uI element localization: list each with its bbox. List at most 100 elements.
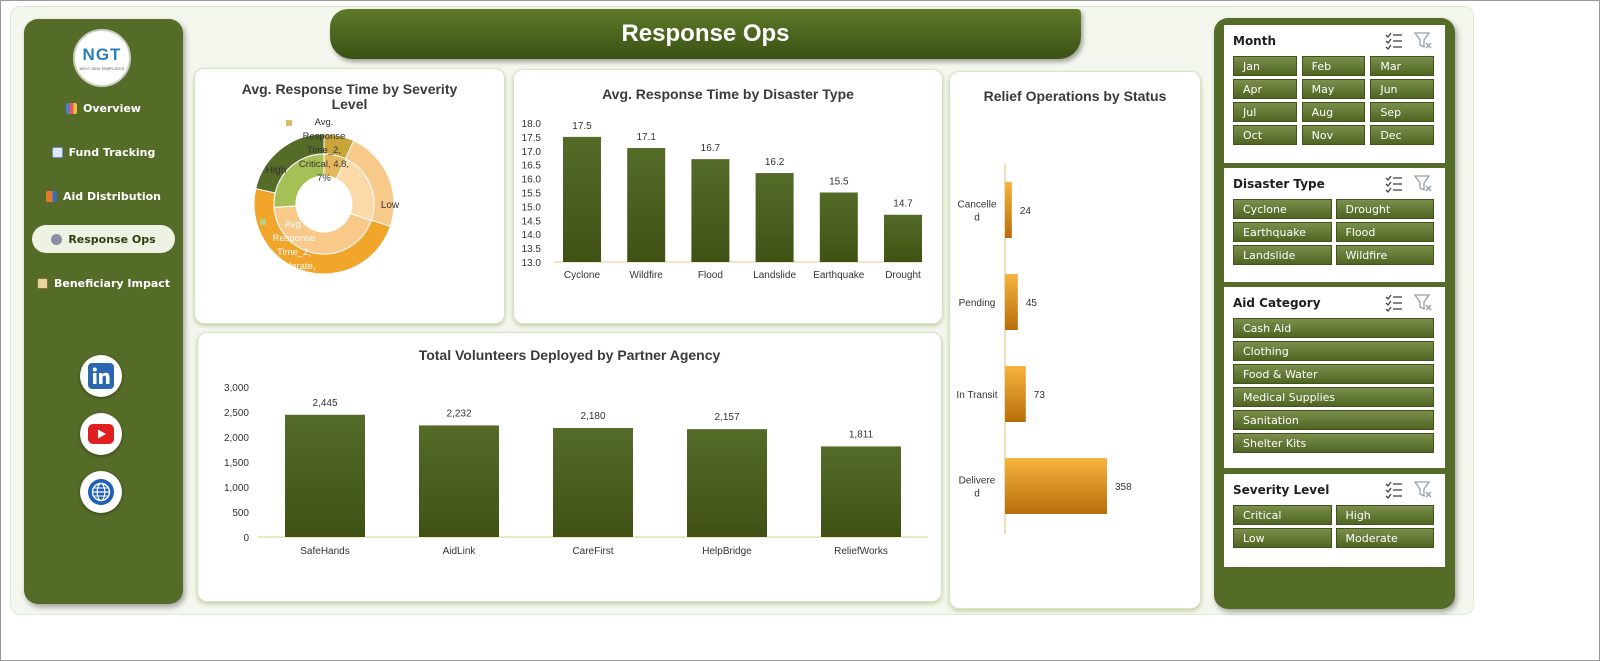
sidebar-item-label: Fund Tracking [68, 145, 156, 159]
sidebar-item-label: Beneficiary Impact [53, 276, 171, 290]
bar-value-label: 2,180 [580, 411, 605, 422]
severity-label-high: High [266, 165, 287, 176]
y-tick-label: d [974, 489, 980, 500]
y-tick-label: Pending [959, 298, 996, 309]
sidebar-item-response-ops[interactable]: Response Ops [32, 225, 175, 253]
slicer-item-low[interactable]: Low [1233, 528, 1332, 548]
truck-icon [45, 190, 57, 202]
clear-filter-icon[interactable] [1413, 30, 1433, 50]
y-tick-label: 0 [243, 533, 249, 544]
severity-label-top-5: 7% [317, 173, 331, 184]
multi-select-icon[interactable] [1384, 173, 1404, 193]
severity-chart-title: Avg. Response Time by Severity Level [241, 81, 458, 112]
youtube-button[interactable] [80, 413, 122, 455]
slicer-item-sanitation[interactable]: Sanitation [1233, 410, 1434, 430]
linkedin-button[interactable] [80, 355, 122, 397]
slicer-item-landslide[interactable]: Landslide [1233, 245, 1332, 265]
bar-value-label: 73 [1034, 390, 1046, 401]
slicer-item-feb[interactable]: Feb [1301, 56, 1366, 76]
y-tick-label: Delivere [959, 476, 996, 487]
clear-filter-icon[interactable] [1413, 173, 1433, 193]
bar-value-label: 14.7 [893, 199, 913, 210]
bar-landslide [755, 173, 794, 262]
gear-icon [51, 233, 63, 245]
website-button[interactable] [80, 471, 122, 513]
slicer-item-mar[interactable]: Mar [1370, 56, 1434, 76]
x-tick-label: CareFirst [572, 546, 613, 557]
y-tick-label: 1,000 [224, 483, 249, 494]
y-tick-label: 17.5 [522, 133, 542, 144]
slicer-item-dec[interactable]: Dec [1370, 125, 1434, 145]
clear-filter-icon[interactable] [1413, 292, 1433, 312]
bar-value-label: 16.2 [765, 157, 785, 168]
bar-drought [884, 214, 922, 262]
sidebar-item-fund-tracking[interactable]: Fund Tracking [32, 138, 175, 166]
disaster-chart-card: Avg. Response Time by Disaster Type 18.0… [513, 69, 943, 324]
severity-label-bottom-1: Avg. [285, 219, 304, 230]
bar-pending [1005, 274, 1018, 330]
slicer-item-clothing[interactable]: Clothing [1233, 341, 1434, 361]
slicer-disaster-type: Disaster Type Cyclone Drought Earthquake Flo… [1224, 168, 1445, 282]
y-tick-label: 2,500 [224, 408, 249, 419]
slicer-item-oct[interactable]: Oct [1233, 125, 1297, 145]
bar-helpbridge [687, 429, 767, 537]
y-tick-label: Cancelle [958, 200, 997, 211]
sidebar-item-overview[interactable]: Overview [32, 94, 175, 122]
bar-value-label: 24 [1020, 206, 1032, 217]
slicer-item-drought[interactable]: Drought [1335, 199, 1434, 219]
slicer-item-flood[interactable]: Flood [1335, 222, 1434, 242]
slicer-item-cyclone[interactable]: Cyclone [1233, 199, 1332, 219]
clear-filter-icon[interactable] [1413, 479, 1433, 499]
slicer-item-nov[interactable]: Nov [1301, 125, 1366, 145]
slicer-item-jan[interactable]: Jan [1233, 56, 1297, 76]
y-tick-label: 14.5 [522, 216, 542, 227]
bar-chart-icon [66, 102, 77, 114]
slicer-item-wildfire[interactable]: Wildfire [1335, 245, 1434, 265]
severity-label-bottom-3: Time_2, [277, 247, 311, 258]
bar-aidlink [419, 425, 499, 537]
multi-select-icon[interactable] [1384, 479, 1404, 499]
slicer-item-jun[interactable]: Jun [1370, 79, 1434, 99]
slicer-item-jul[interactable]: Jul [1233, 102, 1297, 122]
slicer-item-cash-aid[interactable]: Cash Aid [1233, 318, 1434, 338]
slicer-item-high[interactable]: High [1335, 505, 1434, 525]
slicer-aid-category: Aid Category Cash Aid Clothing Food & Water… [1224, 287, 1445, 468]
y-tick-label: 1,500 [224, 458, 249, 469]
slicer-item-shelter-kits[interactable]: Shelter Kits [1233, 433, 1434, 453]
slicer-item-critical[interactable]: Critical [1233, 505, 1332, 525]
slicer-item-moderate[interactable]: Moderate [1335, 528, 1434, 548]
bar-earthquake [819, 192, 858, 262]
slicer-title: Disaster Type [1233, 177, 1325, 191]
multi-select-icon[interactable] [1384, 30, 1404, 50]
sidebar-item-aid-distribution[interactable]: Aid Distribution [32, 182, 175, 210]
legend-marker [260, 219, 266, 225]
slicer-item-aug[interactable]: Aug [1301, 102, 1366, 122]
volunteers-chart-card: Total Volunteers Deployed by Partner Age… [197, 332, 942, 602]
slicer-item-earthquake[interactable]: Earthquake [1233, 222, 1332, 242]
bar-value-label: 17.1 [636, 132, 656, 143]
y-tick-label: 16.5 [522, 161, 542, 172]
bar-cancelled [1005, 182, 1012, 238]
logo-subtext: NEXT GEN TEMPLATES [79, 66, 125, 71]
slicer-item-medical-supplies[interactable]: Medical Supplies [1233, 387, 1434, 407]
slicer-item-food-water[interactable]: Food & Water [1233, 364, 1434, 384]
y-tick-label: 18.0 [522, 119, 542, 130]
bar-value-label: 2,157 [714, 412, 739, 423]
clipboard-icon [36, 277, 48, 289]
bar-safehands [285, 414, 365, 537]
logo: NGT NEXT GEN TEMPLATES [73, 29, 131, 87]
sidebar-item-label: Response Ops [68, 232, 156, 246]
severity-label-bottom-4: oderate, [281, 261, 316, 272]
severity-label-top-1: Avg. [315, 117, 334, 128]
sidebar-item-beneficiary-impact[interactable]: Beneficiary Impact [32, 269, 175, 297]
page-title: Response Ops [621, 20, 790, 47]
y-tick-label: 15.0 [522, 202, 542, 213]
bar-value-label: 15.5 [829, 177, 849, 188]
slicer-item-sep[interactable]: Sep [1370, 102, 1434, 122]
slicer-item-apr[interactable]: Apr [1233, 79, 1297, 99]
slicer-item-may[interactable]: May [1301, 79, 1366, 99]
bar-value-label: 2,445 [312, 398, 337, 409]
multi-select-icon[interactable] [1384, 292, 1404, 312]
title-banner: Response Ops [330, 9, 1081, 59]
